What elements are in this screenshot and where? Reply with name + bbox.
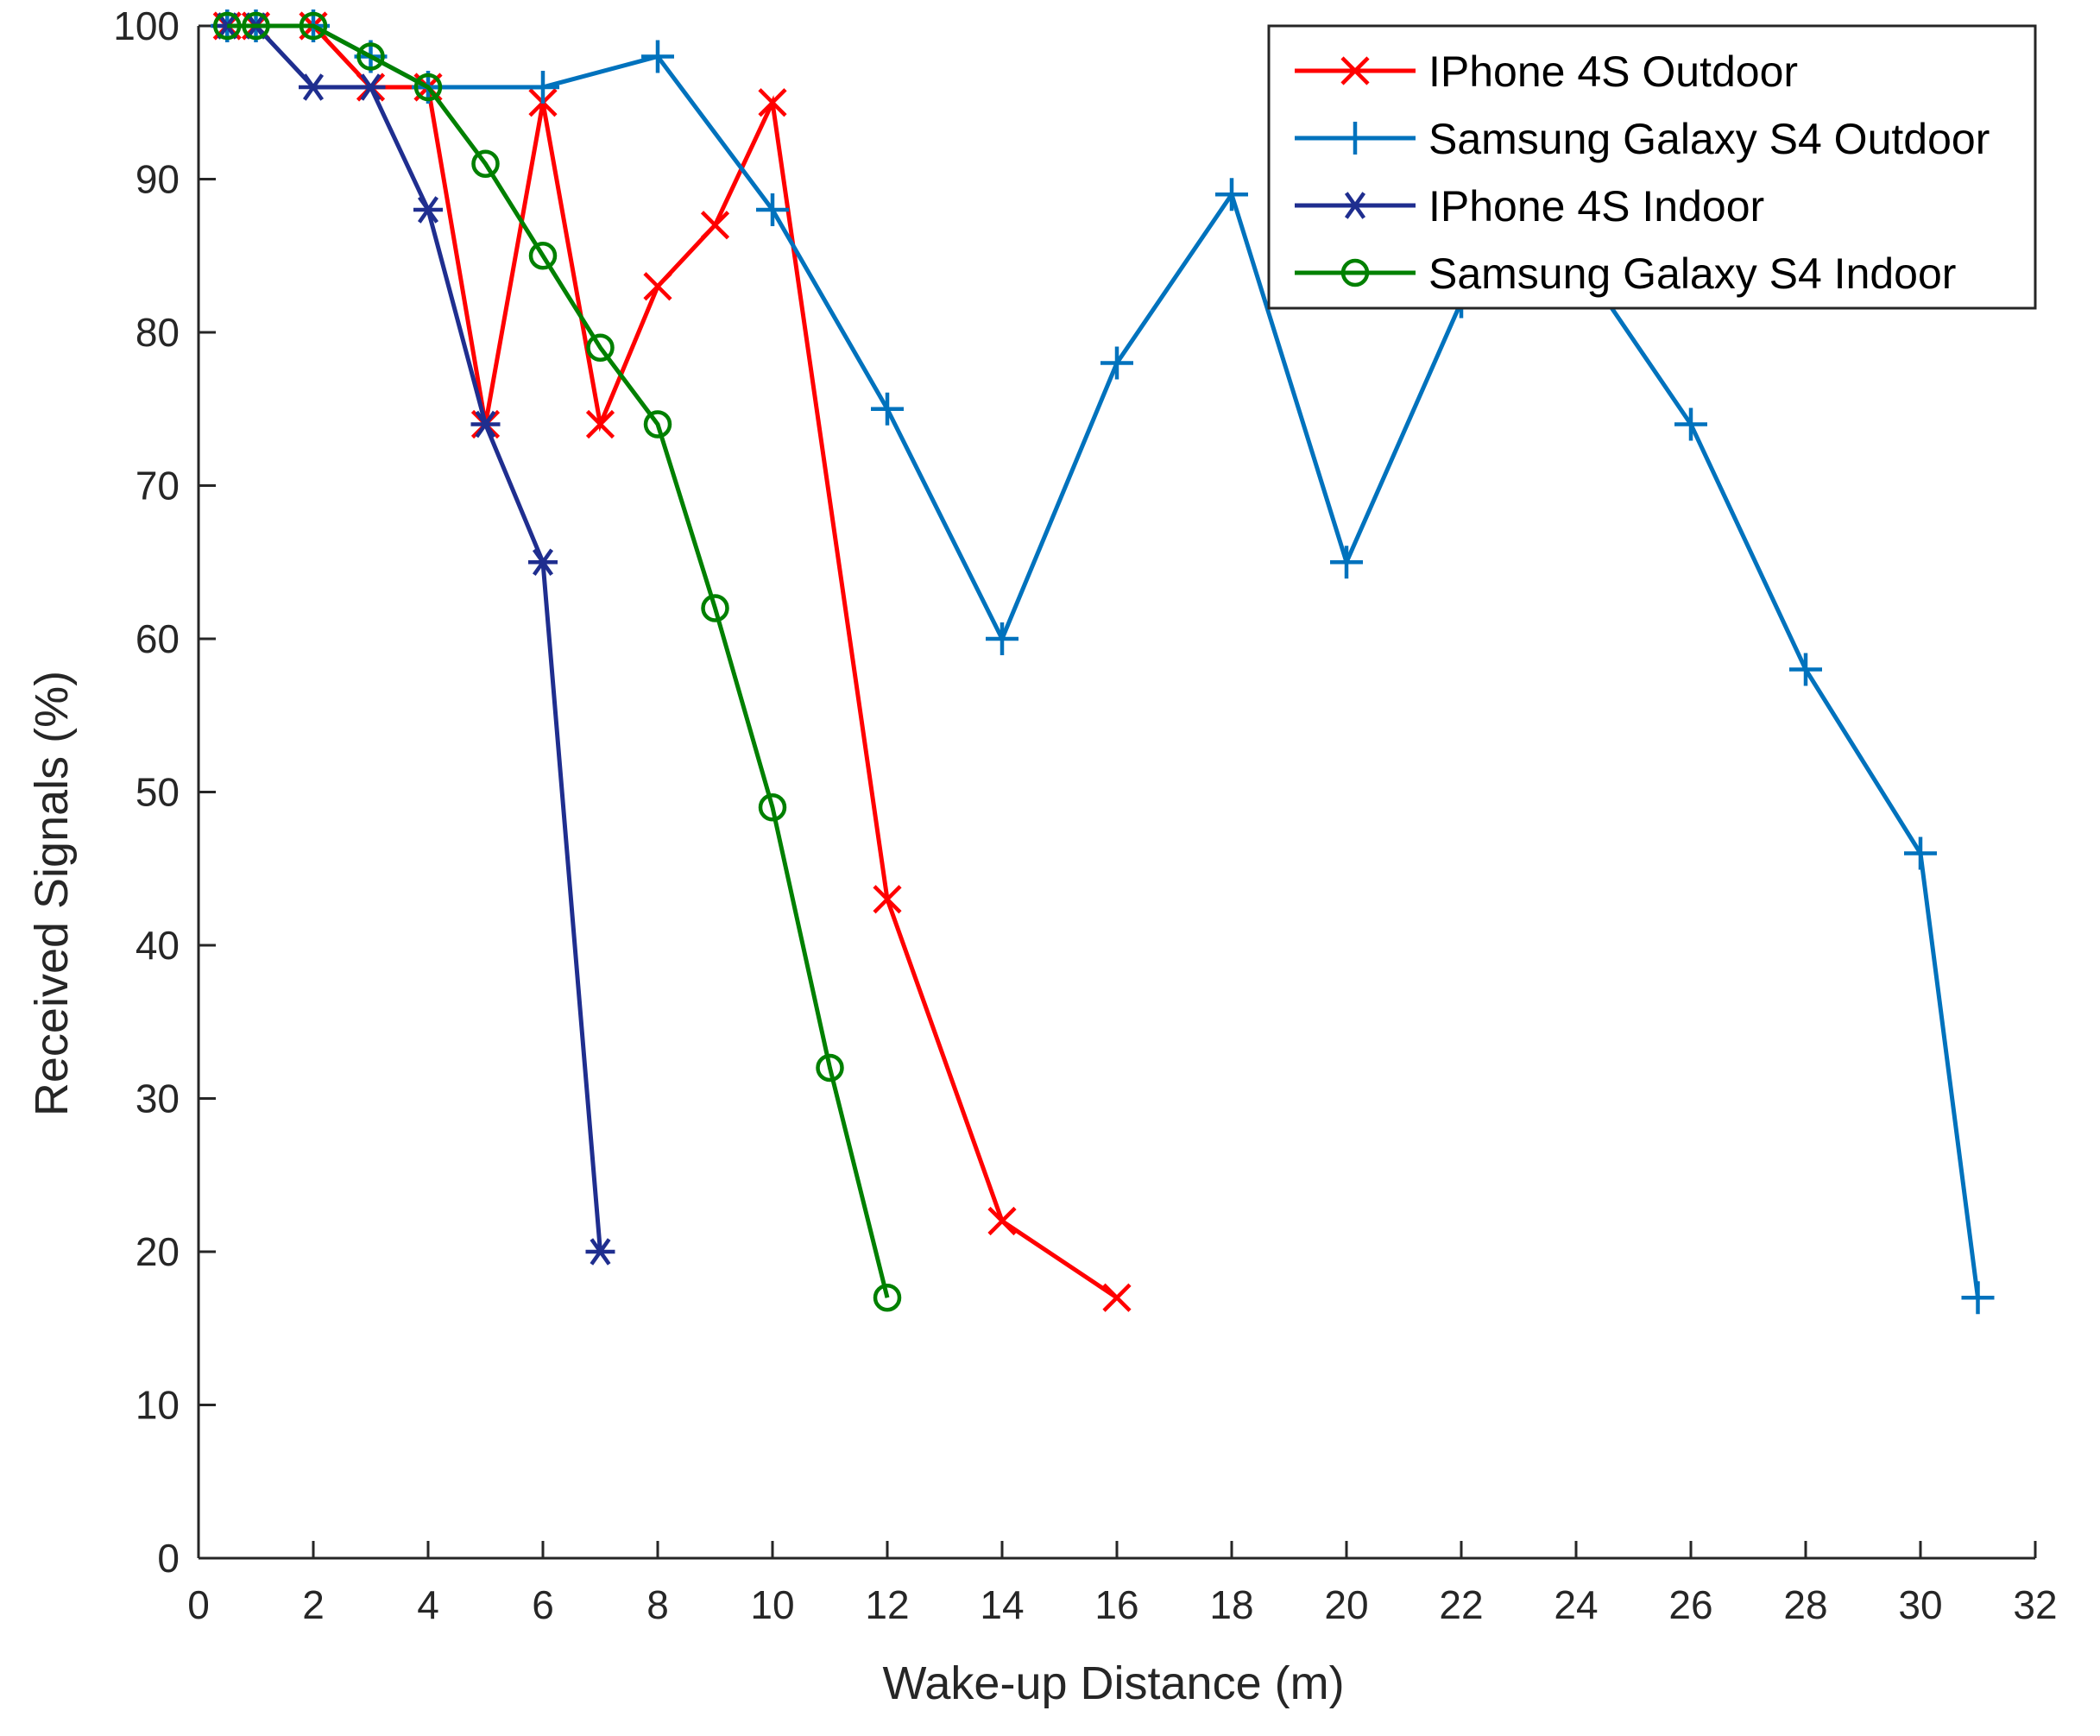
data-point [1100,346,1133,380]
legend-marker [1340,258,1370,287]
y-tick-label: 60 [136,616,180,661]
data-point [1102,1283,1132,1312]
y-tick-label: 40 [136,923,180,968]
x-axis-label: Wake-up Distance (m) [882,1657,1344,1709]
data-point [299,73,328,101]
axes: 0 2 4 6 8 10 12 14 16 18 20 22 24 26 28 30 3201020304050… [113,3,2057,1627]
x-tick-label: 14 [980,1582,1024,1627]
data-point [1789,653,1822,686]
legend-item: Samsung Galaxy S4 Outdoor [1295,115,1990,163]
legend-item: IPhone 4S Indoor [1295,182,1764,230]
data-point [356,73,386,101]
y-tick-label: 0 [157,1536,180,1581]
y-tick-label: 100 [113,3,180,48]
x-tick-label: 26 [1668,1582,1712,1627]
y-tick-label: 80 [136,310,180,355]
legend-marker [1339,122,1372,155]
x-tick-label: 0 [187,1582,210,1627]
legend: IPhone 4S Outdoor Samsung Galaxy S4 Outdo… [1267,24,2037,310]
data-point [413,73,443,102]
data-point [1961,1281,1995,1315]
y-tick-label: 70 [136,464,180,508]
x-tick-label: 18 [1209,1582,1253,1627]
data-point [299,11,328,41]
data-point [641,40,674,73]
x-tick-label: 22 [1439,1582,1483,1627]
data-point [528,548,558,576]
data-point [585,409,615,439]
legend-label: IPhone 4S Outdoor [1428,47,1798,96]
data-point [756,193,789,226]
data-point [700,211,730,240]
x-tick-label: 20 [1324,1582,1368,1627]
data-point [1330,546,1363,579]
x-tick-label: 28 [1783,1582,1827,1627]
legend-label: Samsung Galaxy S4 Outdoor [1428,115,1990,163]
y-tick-label: 10 [136,1383,180,1428]
data-point [528,242,558,270]
data-point [356,42,385,71]
x-tick-label: 10 [750,1582,794,1627]
data-point [873,1284,902,1312]
x-tick-label: 4 [417,1582,439,1627]
x-tick-label: 24 [1554,1582,1598,1627]
data-point [1674,407,1707,441]
y-tick-label: 20 [136,1229,180,1274]
x-tick-label: 2 [302,1582,325,1627]
x-tick-label: 6 [532,1582,554,1627]
data-point [643,410,672,439]
data-point [871,392,904,426]
legend-item: IPhone 4S Outdoor [1295,47,1798,96]
data-point [213,11,242,41]
legend-item: Samsung Galaxy S4 Indoor [1295,249,1956,298]
y-tick-label: 90 [136,157,180,202]
data-point [471,149,500,178]
data-point [586,333,615,362]
x-tick-label: 16 [1094,1582,1138,1627]
data-point [585,1238,615,1266]
data-point [1904,836,1937,870]
x-tick-label: 12 [865,1582,909,1627]
legend-marker [1340,56,1370,85]
y-axis-label: Received Signals (%) [26,671,78,1116]
data-point [873,885,902,914]
data-point [470,410,501,439]
data-point [758,793,787,822]
y-tick-label: 50 [136,770,180,815]
legend-label: Samsung Galaxy S4 Indoor [1428,249,1956,298]
x-tick-label: 32 [2013,1582,2057,1627]
x-tick-label: 30 [1898,1582,1942,1627]
y-tick-label: 30 [136,1076,180,1121]
x-tick-label: 8 [646,1582,669,1627]
series-line [227,23,890,1298]
data-point [413,196,443,224]
series-group [211,9,1995,1315]
data-point [643,272,672,301]
data-point [527,71,559,104]
data-point [987,1206,1017,1236]
data-point [816,1053,844,1083]
legend-label: IPhone 4S Indoor [1428,182,1764,230]
data-point [701,594,729,622]
series-3 [213,11,902,1312]
data-point [986,622,1018,655]
data-point [242,11,270,41]
data-point [1215,178,1248,211]
data-point [758,88,787,117]
legend-marker [1340,192,1370,219]
